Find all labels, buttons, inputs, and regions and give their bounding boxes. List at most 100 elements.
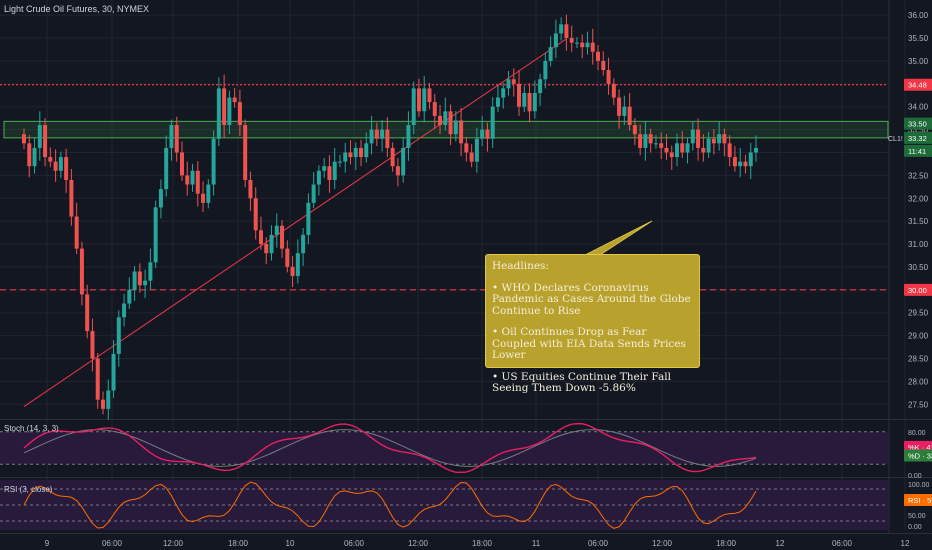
candle-body (416, 88, 421, 112)
candle-body (690, 129, 695, 144)
candle-body (543, 60, 548, 80)
candle-body (143, 280, 148, 286)
candle-body (495, 97, 500, 107)
rsi-line (23, 481, 757, 529)
rsi-tick-label: 50.00 (908, 513, 926, 520)
candle-body (711, 138, 716, 144)
candle-body (717, 134, 722, 144)
candle-body (227, 97, 232, 126)
x-tick-label: 18:00 (472, 539, 493, 548)
candle-body (401, 147, 406, 176)
candle-body (685, 143, 690, 153)
candle-body (648, 134, 653, 144)
stoch-d-line (23, 429, 757, 467)
candle-body (58, 157, 63, 171)
candle-body (158, 189, 163, 208)
candle-body (632, 125, 637, 135)
x-tick-label: 12:00 (652, 539, 673, 548)
current-price-badge: 33.32 (908, 134, 927, 143)
candle-body (95, 358, 100, 400)
headline-item: • Oil Continues Drop as Fear Coupled wit… (492, 326, 686, 361)
candle-body (222, 88, 227, 126)
candle-body (79, 248, 84, 295)
candle-body (701, 147, 706, 153)
headlines-callout: Headlines: • WHO Declares Coronavirus Pa… (485, 254, 700, 394)
symbol-prefix-badge: CL1! (888, 136, 903, 143)
candle-body (269, 234, 274, 254)
candle-body (64, 157, 69, 180)
candle-body (664, 147, 669, 153)
candle-body (164, 147, 169, 190)
candle-body (395, 166, 400, 176)
y-tick-label: 35.50 (908, 34, 929, 43)
candle-body (653, 143, 658, 145)
candle-body (359, 147, 364, 158)
candle-body (406, 125, 411, 148)
candle-body (622, 106, 627, 116)
y-tick-label: 29.00 (908, 332, 929, 341)
candle-body (427, 88, 432, 103)
candle-body (243, 125, 248, 180)
y-tick-label: 33.50 (908, 126, 929, 135)
candle-body (675, 143, 680, 158)
candle-body (179, 152, 184, 176)
candle-body (285, 248, 290, 267)
y-tick-label: 35.00 (908, 57, 929, 66)
candle-body (574, 42, 579, 44)
time-axis[interactable]: 9 06:00 12:00 18:00 10 06:00 12:00 18:00 11 06:00… (45, 539, 910, 548)
candle-body (548, 47, 553, 61)
candle-body (253, 198, 258, 231)
x-tick-label: 10 (286, 539, 295, 548)
candle-body (153, 207, 158, 263)
candle-body (585, 42, 590, 48)
candle-body (185, 175, 190, 185)
x-tick-label: 12:00 (163, 539, 184, 548)
pane-separators (0, 0, 932, 534)
rsi-badge: RSI · 59.82 (908, 496, 932, 505)
candle-body (280, 225, 285, 249)
candle-body (190, 170, 195, 185)
y-tick-label: 28.50 (908, 354, 929, 363)
candle-body (727, 143, 732, 158)
stoch-label[interactable]: Stoch (14, 3, 3) (4, 424, 59, 433)
candle-body (706, 138, 711, 153)
rsi-label[interactable]: RSI (3, close) (4, 485, 53, 494)
candle-body (301, 234, 306, 254)
candle-body (374, 129, 379, 139)
candle-body (264, 244, 269, 254)
candle-body (69, 179, 74, 217)
candle-body (258, 230, 263, 245)
candle-body (237, 102, 242, 126)
candle-body (122, 303, 127, 318)
symbol-title[interactable]: Light Crude Oil Futures, 30, NYMEX (4, 4, 149, 14)
y-tick-label: 27.50 (908, 400, 929, 409)
candle-body (74, 216, 79, 249)
candle-body (216, 88, 221, 139)
trendline-segment (23, 38, 567, 407)
candle-body (517, 83, 522, 107)
candle-body (564, 24, 569, 39)
candle-body (385, 129, 390, 148)
candle-body (501, 88, 506, 98)
candle-body (316, 170, 321, 185)
candle-body (732, 157, 737, 167)
callout-pointer (584, 220, 653, 256)
y-tick-label: 31.50 (908, 217, 929, 226)
candle-body (48, 157, 53, 162)
countdown-badge-bg (904, 144, 932, 157)
candle-body (353, 147, 358, 158)
resistance-badge-bg (904, 78, 932, 91)
candle-body (390, 147, 395, 167)
x-tick-label: 06:00 (344, 539, 365, 548)
candle-body (611, 83, 616, 98)
candle-body (480, 129, 485, 139)
countdown-badge: 11:41 (908, 147, 926, 156)
candle-body (448, 111, 453, 135)
candle-body (601, 60, 606, 71)
candle-body (332, 161, 337, 180)
stoch-k-badge: %K · 41.07 (908, 443, 932, 452)
candle-body (306, 202, 311, 235)
candle-body (506, 79, 511, 89)
